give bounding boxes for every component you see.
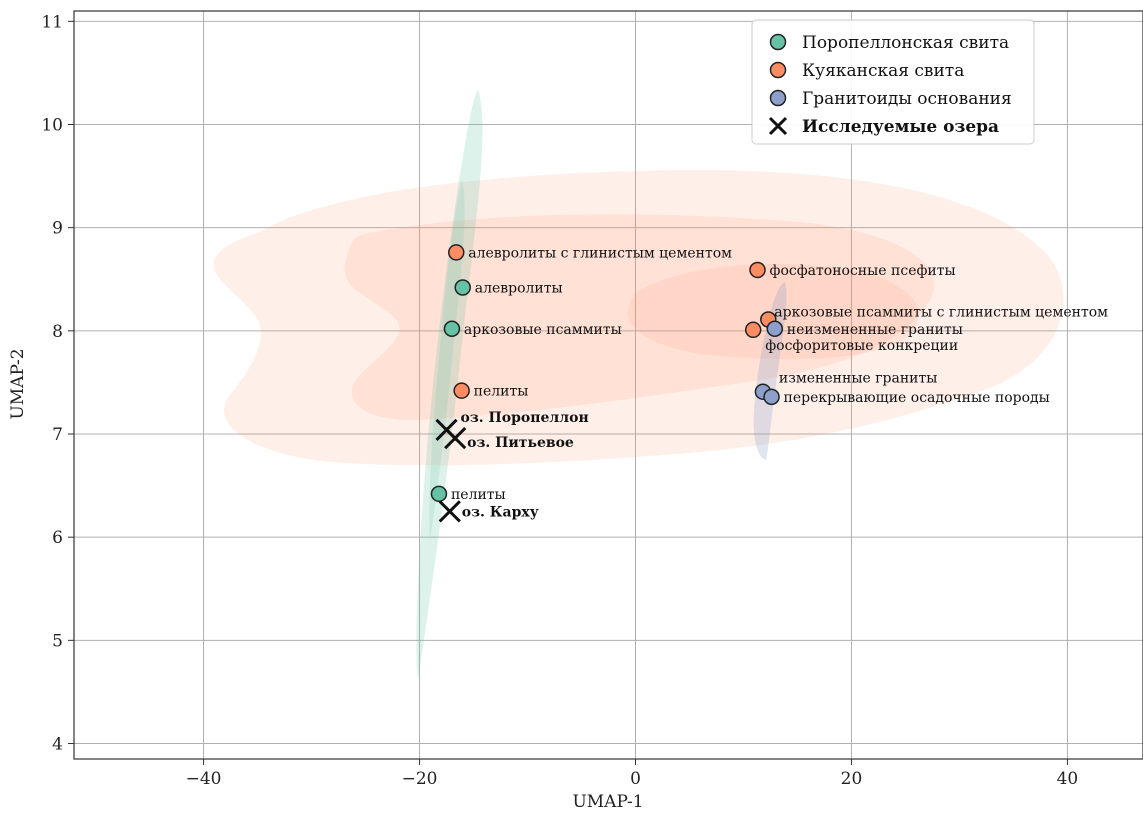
legend-marker-stroke bbox=[768, 116, 788, 136]
legend-marker-lakes bbox=[768, 116, 788, 136]
y-tick-label: 7 bbox=[52, 425, 63, 445]
point-kuyakan bbox=[744, 321, 762, 339]
point-label: оз. Питьевое bbox=[467, 435, 574, 451]
point-label: неизмененные граниты bbox=[787, 322, 963, 338]
y-axis-title: UMAP-2 bbox=[8, 348, 28, 419]
point-poropellon bbox=[454, 279, 471, 296]
poropellon-density-core bbox=[429, 180, 465, 540]
point-label: алевролиты с глинистым цементом bbox=[468, 245, 732, 261]
point-labels: алевролиты аркозовые псаммиты пелиты алевро… bbox=[451, 245, 1108, 520]
point-label: оз. Поропеллон bbox=[461, 410, 589, 426]
lake-marker-stroke bbox=[438, 500, 461, 523]
legend-label: Исследуемые озера bbox=[802, 117, 999, 137]
plot-frame bbox=[73, 10, 1143, 760]
axis-ticks: −40 −20 0 20 40 4 5 6 7 8 9 10 11 bbox=[41, 12, 1078, 789]
lake-marker bbox=[438, 500, 461, 523]
point-kuyakan bbox=[749, 261, 766, 279]
y-tick-label: 8 bbox=[52, 322, 63, 342]
kuyakan-density-mid bbox=[344, 214, 935, 421]
legend-box bbox=[751, 19, 1035, 145]
lake-marker-stroke bbox=[444, 427, 467, 450]
point-poropellon bbox=[443, 320, 461, 338]
point-poropellon bbox=[430, 485, 448, 503]
point-label: измененные граниты bbox=[779, 371, 938, 387]
kuyakan-density-inner bbox=[627, 264, 919, 360]
legend-marker-poropellon bbox=[769, 33, 787, 51]
point-label: фосфоритовые конкреции bbox=[765, 338, 958, 354]
x-tick-label: −20 bbox=[402, 769, 438, 789]
kuyakan-density-outer bbox=[213, 170, 1064, 466]
x-axis-title: UMAP-1 bbox=[572, 792, 643, 812]
point-label: фосфатоносные псефиты bbox=[770, 263, 956, 279]
point-label: аркозовые псаммиты с глинистым цементом bbox=[774, 304, 1108, 320]
data-marks bbox=[430, 244, 784, 523]
x-tick-label: −40 bbox=[186, 769, 222, 789]
point-label: пелиты bbox=[451, 487, 506, 503]
legend: Поропеллонская свита Куяканская свита Гран… bbox=[751, 19, 1035, 145]
grid bbox=[74, 11, 1143, 759]
poropellon-density bbox=[416, 90, 483, 680]
x-tick-label: 20 bbox=[841, 769, 863, 789]
y-tick-label: 11 bbox=[41, 12, 63, 32]
point-label: алевролиты bbox=[475, 281, 563, 297]
legend-marker-granitoids bbox=[769, 89, 787, 107]
legend-marker-kuyakan bbox=[769, 61, 787, 79]
y-tick-label: 9 bbox=[52, 219, 63, 239]
point-kuyakan bbox=[447, 244, 465, 261]
y-tick-label: 5 bbox=[52, 631, 63, 651]
lake-marker bbox=[444, 427, 467, 450]
point-label: аркозовые псаммиты bbox=[464, 322, 622, 338]
y-tick-label: 6 bbox=[52, 528, 63, 548]
point-granitoids bbox=[763, 388, 780, 406]
x-tick-label: 40 bbox=[1057, 769, 1079, 789]
legend-label: Гранитоиды основания bbox=[802, 89, 1012, 109]
y-tick-label: 4 bbox=[52, 735, 63, 755]
point-kuyakan bbox=[453, 382, 470, 399]
density-contours bbox=[213, 90, 1064, 680]
legend-label: Куяканская свита bbox=[802, 61, 964, 81]
point-granitoids bbox=[766, 320, 784, 338]
x-tick-label: 0 bbox=[630, 769, 641, 789]
point-label: перекрывающие осадочные породы bbox=[784, 390, 1050, 406]
y-tick-label: 10 bbox=[41, 115, 63, 135]
legend-label: Поропеллонская свита bbox=[802, 33, 1009, 53]
point-label: пелиты bbox=[474, 384, 529, 400]
point-label: оз. Карху bbox=[462, 504, 539, 520]
